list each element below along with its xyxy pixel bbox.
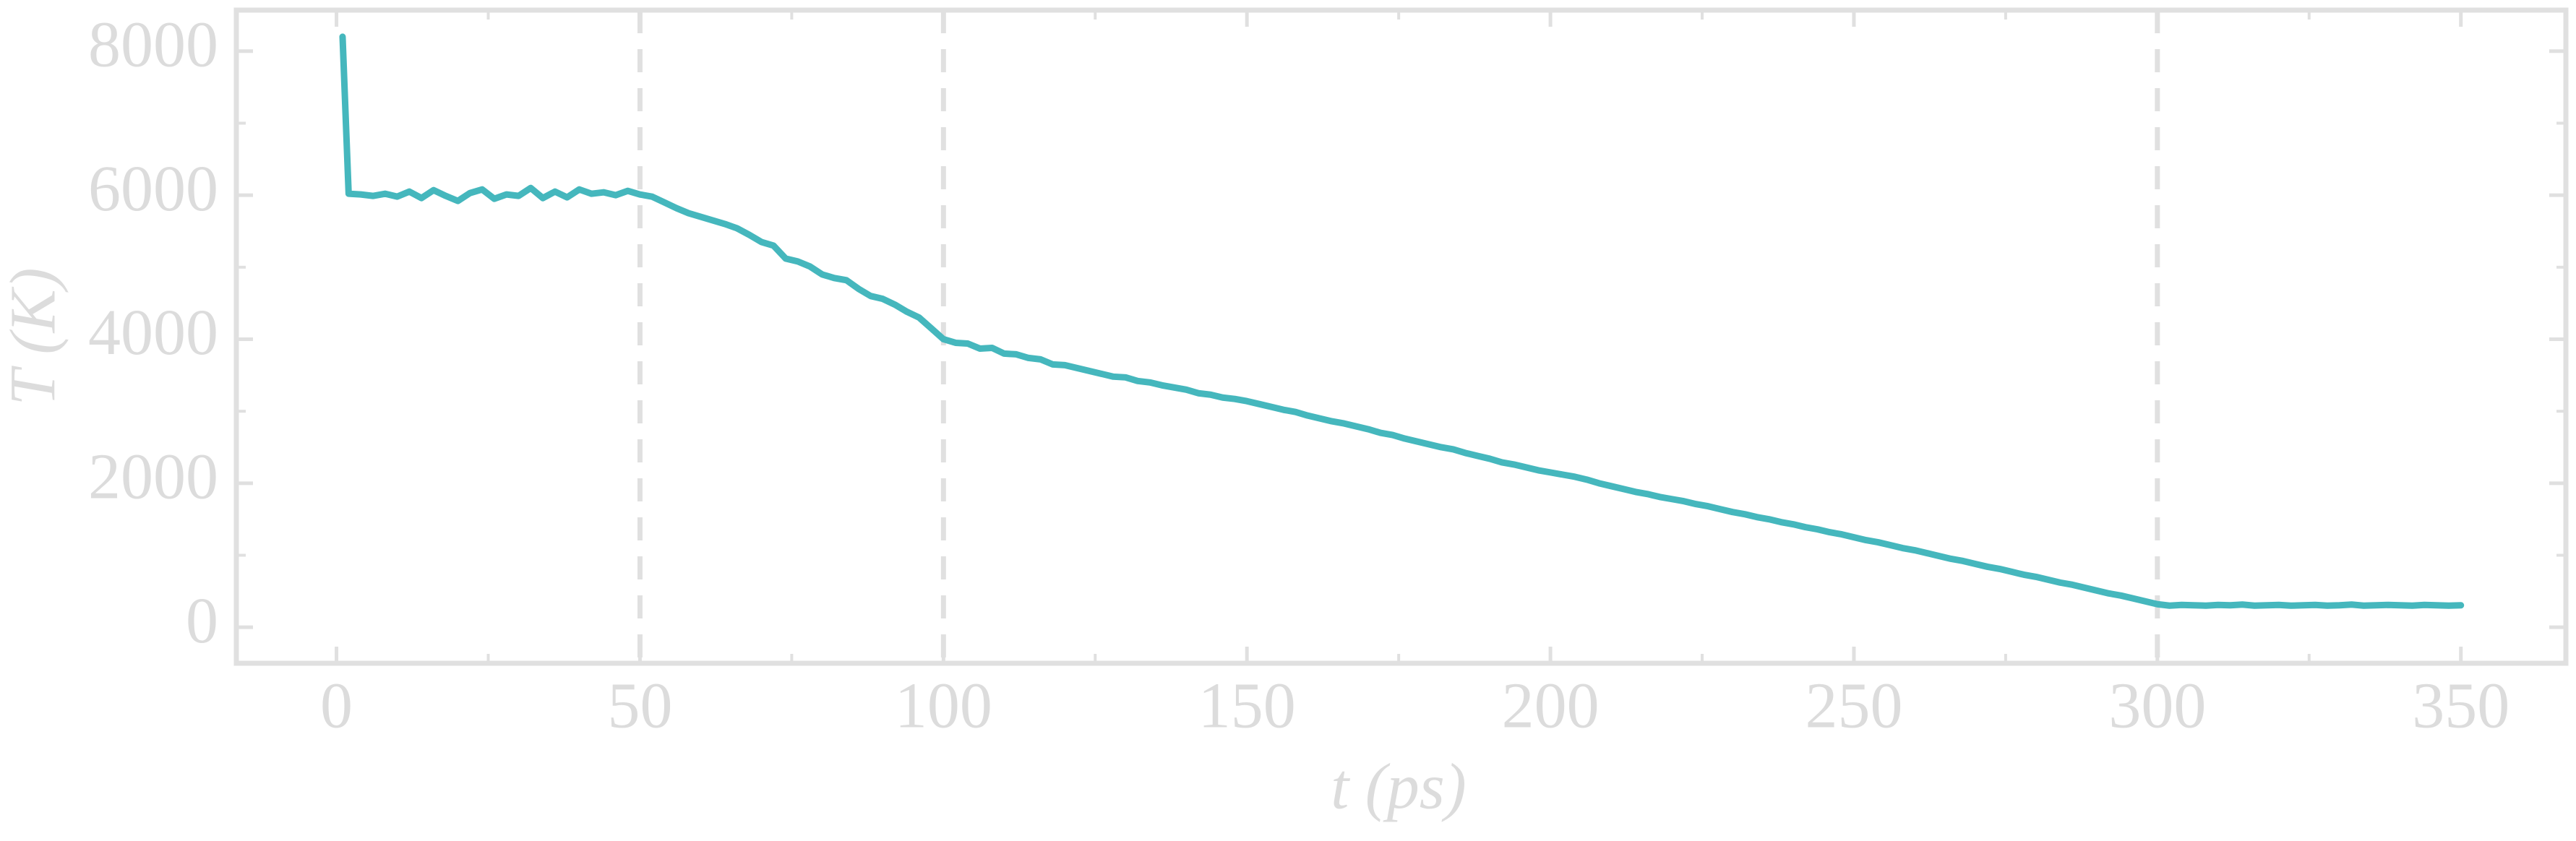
x-axis-label: t (ps): [1331, 751, 1466, 823]
x-tick-label: 250: [1805, 670, 1902, 742]
y-axis-label: T (K): [0, 268, 69, 406]
plot-frame: [233, 7, 2569, 666]
x-tick-label: 350: [2412, 670, 2510, 742]
y-tick-label: 0: [186, 585, 218, 657]
y-tick-label: 8000: [88, 9, 218, 80]
y-tick-label: 4000: [88, 297, 218, 368]
x-tick-label: 200: [1502, 670, 1600, 742]
data-line: [339, 33, 2465, 609]
x-tick-label: 150: [1198, 670, 1296, 742]
y-tick-label: 6000: [88, 153, 218, 225]
x-tick-label: 300: [2108, 670, 2206, 742]
x-tick-label: 100: [895, 670, 992, 742]
x-tick-label: 0: [320, 670, 353, 742]
x-tick-label: 50: [607, 670, 672, 742]
y-tick-label: 2000: [88, 441, 218, 512]
